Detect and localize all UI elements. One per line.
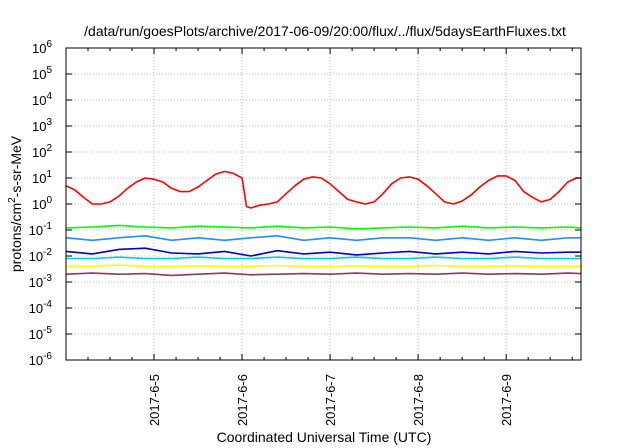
y-tick-label: 10-2 <box>29 247 53 264</box>
y-tick-exponent: -6 <box>43 351 52 362</box>
y-tick-exponent: 6 <box>46 39 52 50</box>
x-tick-label: 2017-6-5 <box>147 374 162 426</box>
y-tick-exponent: -4 <box>43 299 52 310</box>
y-tick-exponent: -3 <box>43 273 52 284</box>
x-tick-label: 2017-6-7 <box>323 374 338 426</box>
y-tick-label: 101 <box>32 169 52 186</box>
series-line-2 <box>65 224 582 230</box>
y-tick-exponent: 0 <box>46 195 52 206</box>
plot-frame <box>65 47 582 361</box>
y-tick-base: 10 <box>29 275 43 290</box>
y-tick-base: 10 <box>32 145 46 160</box>
y-tick-label: 102 <box>32 143 52 160</box>
series-group <box>65 170 582 277</box>
series-line-6 <box>66 264 581 268</box>
x-tick-label: 2017-6-6 <box>235 374 250 426</box>
y-axis-ticks: 10610510410310210110010-110-210-310-410-… <box>29 39 581 368</box>
chart-title: /data/run/goesPlots/archive/2017-06-09/2… <box>84 23 566 39</box>
y-tick-base: 10 <box>32 41 46 56</box>
y-tick-exponent: 1 <box>46 169 52 180</box>
x-axis-ticks: 2017-6-5 2017-6-6 2017-6-7 2017-6-8 2017-6-9 <box>87 48 573 426</box>
y-tick-exponent: -5 <box>43 325 52 336</box>
y-axis-label: protons/cm2-s-sr-MeV <box>7 135 24 272</box>
y-tick-exponent: 3 <box>46 117 52 128</box>
y-axis-label-main: protons/cm <box>8 203 24 272</box>
y-tick-base: 10 <box>29 301 43 316</box>
y-tick-label: 104 <box>32 91 52 108</box>
y-tick-label: 100 <box>32 195 52 212</box>
y-tick-base: 10 <box>29 327 43 342</box>
x-tick-label: 2017-6-9 <box>499 374 514 426</box>
y-tick-exponent: 4 <box>46 91 52 102</box>
y-tick-label: 10-3 <box>29 273 53 290</box>
y-tick-exponent: 2 <box>46 143 52 154</box>
series-line-1 <box>65 170 581 209</box>
y-tick-label: 10-5 <box>29 325 53 342</box>
y-tick-label: 106 <box>32 39 52 56</box>
x-tick-label: 2017-6-8 <box>411 374 426 426</box>
y-tick-base: 10 <box>29 223 43 238</box>
y-tick-label: 103 <box>32 117 52 134</box>
y-tick-label: 10-4 <box>29 299 53 316</box>
y-tick-base: 10 <box>29 353 43 368</box>
series-line-4 <box>65 247 581 257</box>
y-axis-label-rest: -s-sr-MeV <box>8 135 24 197</box>
y-tick-base: 10 <box>32 67 46 82</box>
series-line-3 <box>65 235 581 242</box>
y-tick-base: 10 <box>32 119 46 134</box>
y-tick-base: 10 <box>32 197 46 212</box>
y-tick-label: 105 <box>32 65 52 82</box>
y-tick-base: 10 <box>29 249 43 264</box>
x-axis-label: Coordinated Universal Time (UTC) <box>217 429 432 445</box>
y-tick-base: 10 <box>32 171 46 186</box>
grid-lines <box>66 48 581 360</box>
y-tick-label: 10-6 <box>29 351 53 368</box>
y-tick-exponent: -2 <box>43 247 52 258</box>
y-tick-label: 10-1 <box>29 221 53 238</box>
y-tick-base: 10 <box>32 93 46 108</box>
series-line-5 <box>66 256 581 260</box>
y-tick-exponent: 5 <box>46 65 52 76</box>
y-axis-label-sup: 2 <box>7 197 18 203</box>
series-line-7 <box>65 272 582 277</box>
y-tick-exponent: -1 <box>43 221 52 232</box>
